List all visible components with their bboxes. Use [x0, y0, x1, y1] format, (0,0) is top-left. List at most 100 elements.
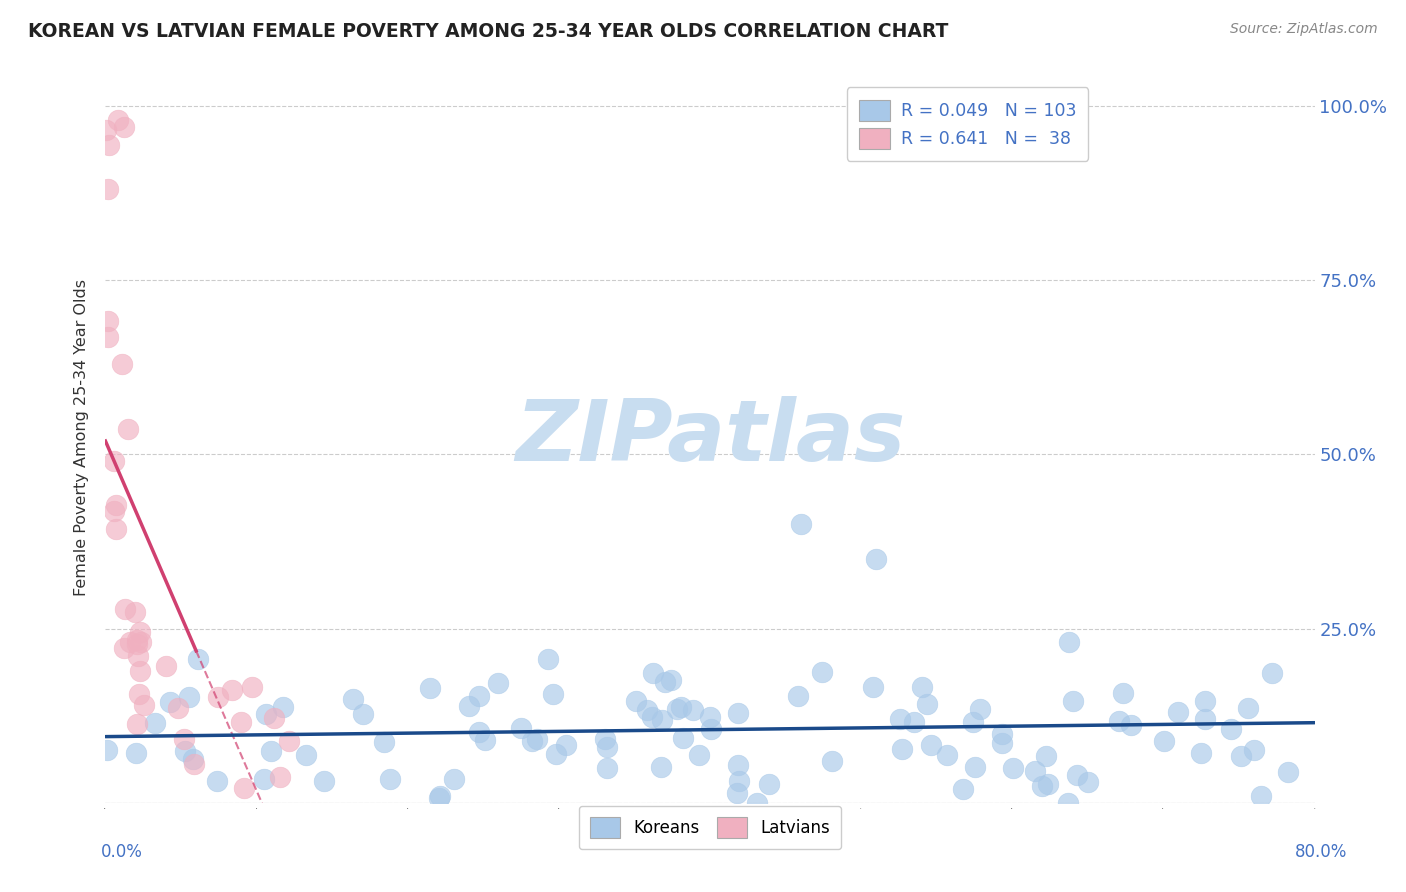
Point	[727, 706, 749, 720]
Text: 80.0%: 80.0%	[1295, 843, 1347, 861]
Point	[107, 113, 129, 128]
Point	[1220, 722, 1243, 736]
Point	[1153, 733, 1175, 747]
Point	[342, 692, 364, 706]
Legend: Koreans, Latvians: Koreans, Latvians	[579, 805, 841, 849]
Point	[1077, 775, 1099, 789]
Point	[155, 659, 177, 673]
Point	[183, 757, 205, 772]
Point	[127, 717, 149, 731]
Point	[124, 746, 146, 760]
Point	[688, 747, 710, 762]
Point	[378, 772, 401, 786]
Point	[443, 772, 465, 786]
Point	[555, 738, 578, 752]
Point	[127, 648, 149, 663]
Point	[991, 727, 1014, 741]
Point	[103, 504, 125, 518]
Point	[1237, 701, 1260, 715]
Point	[915, 697, 938, 711]
Point	[1112, 686, 1135, 700]
Point	[936, 747, 959, 762]
Point	[221, 682, 243, 697]
Point	[543, 687, 565, 701]
Point	[253, 772, 276, 786]
Point	[654, 675, 676, 690]
Point	[636, 703, 658, 717]
Point	[97, 330, 120, 344]
Point	[1194, 694, 1216, 708]
Point	[641, 665, 664, 680]
Point	[486, 675, 509, 690]
Point	[277, 734, 299, 748]
Point	[820, 754, 842, 768]
Point	[1001, 761, 1024, 775]
Point	[965, 760, 987, 774]
Point	[232, 780, 254, 795]
Point	[373, 735, 395, 749]
Point	[1057, 634, 1080, 648]
Point	[173, 731, 195, 746]
Point	[790, 517, 813, 532]
Point	[205, 774, 228, 789]
Point	[174, 744, 197, 758]
Point	[1230, 749, 1253, 764]
Point	[537, 651, 560, 665]
Point	[727, 757, 749, 772]
Point	[969, 702, 991, 716]
Point	[1062, 694, 1084, 708]
Point	[419, 681, 441, 695]
Point	[294, 747, 316, 762]
Point	[1167, 705, 1189, 719]
Point	[124, 605, 146, 619]
Point	[166, 701, 188, 715]
Point	[596, 739, 619, 754]
Point	[474, 733, 496, 747]
Point	[624, 694, 647, 708]
Point	[889, 713, 911, 727]
Point	[269, 770, 291, 784]
Point	[111, 357, 134, 371]
Point	[682, 703, 704, 717]
Point	[118, 635, 141, 649]
Point	[891, 741, 914, 756]
Point	[312, 773, 335, 788]
Point	[468, 689, 491, 703]
Point	[1038, 776, 1060, 790]
Point	[96, 743, 118, 757]
Text: KOREAN VS LATVIAN FEMALE POVERTY AMONG 25-34 YEAR OLDS CORRELATION CHART: KOREAN VS LATVIAN FEMALE POVERTY AMONG 2…	[28, 22, 949, 41]
Point	[468, 725, 491, 739]
Point	[129, 624, 152, 639]
Point	[427, 791, 450, 805]
Point	[1277, 765, 1299, 780]
Point	[1035, 749, 1057, 764]
Text: 0.0%: 0.0%	[101, 843, 143, 861]
Point	[114, 601, 136, 615]
Point	[240, 680, 263, 694]
Point	[129, 665, 152, 679]
Point	[903, 715, 925, 730]
Point	[811, 665, 834, 679]
Point	[105, 498, 128, 512]
Point	[650, 760, 672, 774]
Point	[231, 714, 253, 729]
Text: Source: ZipAtlas.com: Source: ZipAtlas.com	[1230, 22, 1378, 37]
Point	[669, 700, 692, 714]
Point	[990, 736, 1012, 750]
Point	[132, 698, 155, 713]
Point	[207, 690, 229, 704]
Point	[952, 781, 974, 796]
Point	[159, 694, 181, 708]
Point	[187, 652, 209, 666]
Point	[700, 722, 723, 736]
Point	[865, 552, 887, 566]
Point	[641, 710, 664, 724]
Point	[457, 699, 479, 714]
Point	[1243, 743, 1265, 757]
Point	[117, 422, 139, 436]
Point	[725, 786, 748, 800]
Point	[429, 789, 451, 803]
Point	[651, 713, 673, 727]
Point	[1261, 666, 1284, 681]
Point	[1191, 747, 1213, 761]
